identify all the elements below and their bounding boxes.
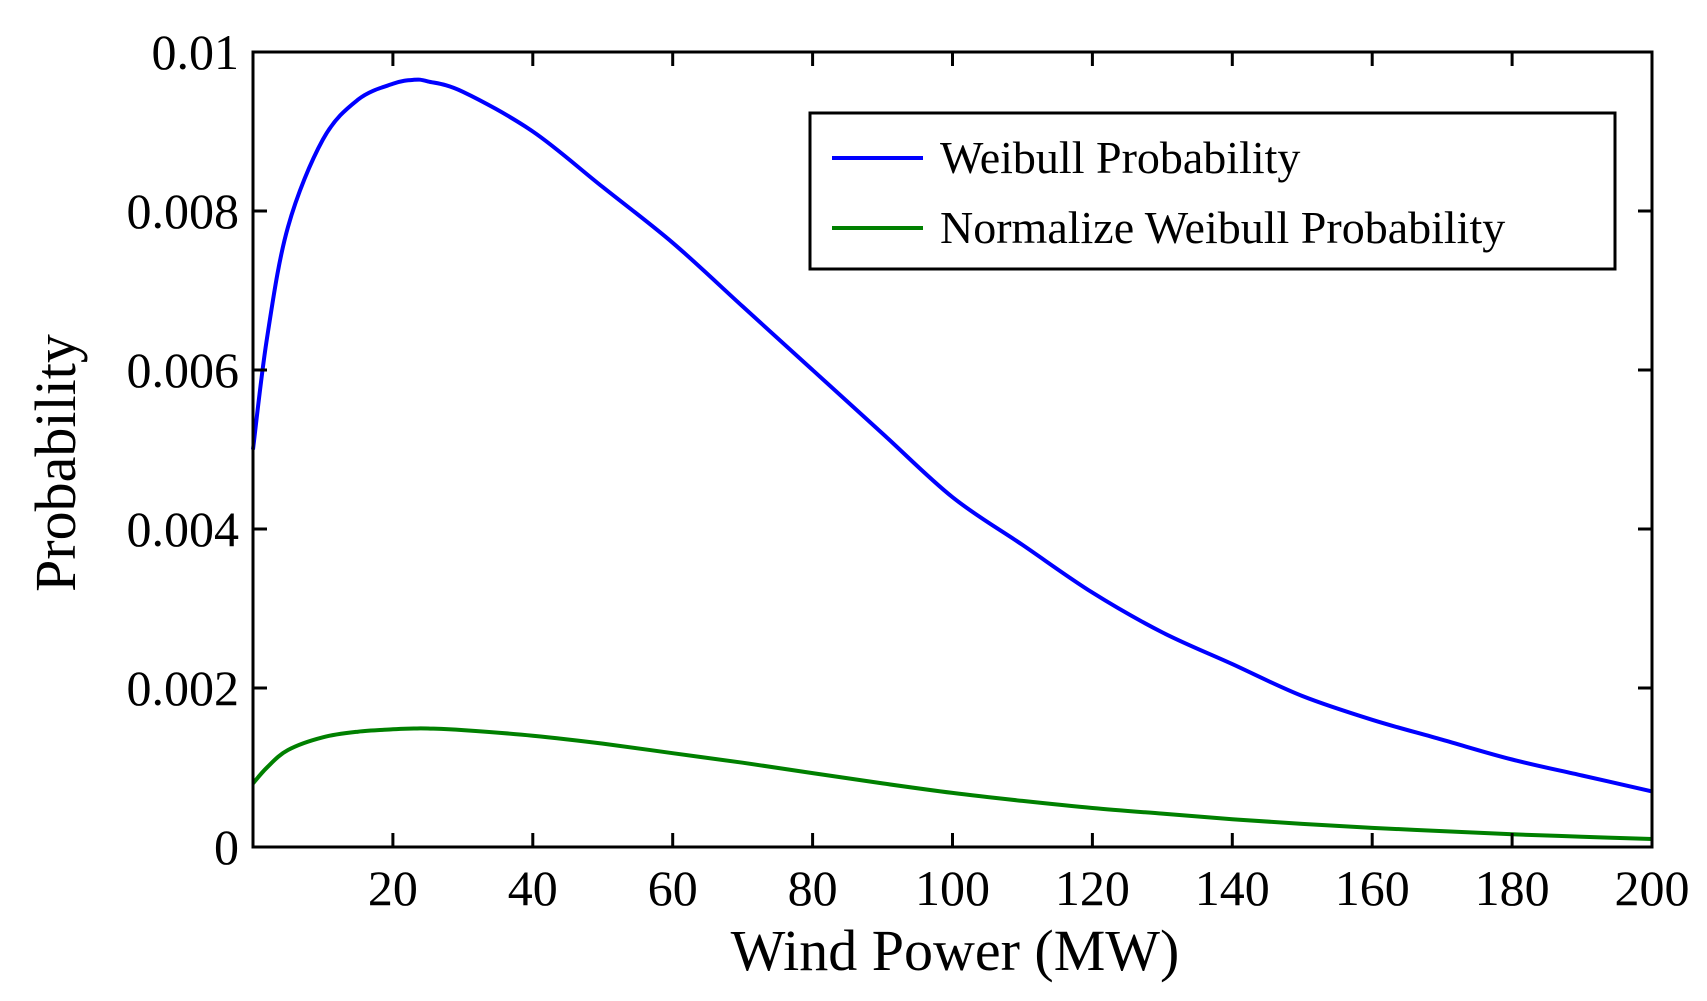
y-tick-label: 0 [214, 819, 239, 875]
y-tick-label: 0.002 [127, 660, 240, 716]
x-tick-label: 160 [1335, 860, 1410, 916]
x-tick-label: 40 [508, 860, 558, 916]
x-tick-label: 100 [915, 860, 990, 916]
x-tick-label: 120 [1055, 860, 1130, 916]
legend-label-normalized-weibull: Normalize Weibull Probability [940, 202, 1505, 253]
legend-box [808, 111, 1617, 271]
y-tick-label: 0.004 [127, 501, 240, 557]
y-tick-label: 0.006 [127, 342, 240, 398]
legend-label-weibull: Weibull Probability [940, 132, 1300, 183]
x-axis-label: Wind Power (MW) [731, 918, 1180, 983]
y-tick-labels: 0 0.002 0.004 0.006 0.008 0.01 [127, 24, 240, 875]
x-tick-label: 140 [1195, 860, 1270, 916]
series-line-0 [251, 77, 1653, 794]
x-tick-label: 80 [788, 860, 838, 916]
x-tick-label: 180 [1475, 860, 1550, 916]
series-line-1 [251, 726, 1653, 841]
x-tick-label: 20 [368, 860, 418, 916]
y-tick-label: 0.01 [152, 24, 240, 80]
x-tick-label: 60 [648, 860, 698, 916]
x-tick-label: 200 [1615, 860, 1690, 916]
plot-area-frame [251, 50, 1654, 849]
y-axis-label: Probability [23, 334, 88, 592]
x-tick-labels: 20 40 60 80 100 120 140 160 180 200 [368, 860, 1690, 916]
legend: Weibull Probability Normalize Weibull Pr… [808, 111, 1617, 271]
y-tick-label: 0.008 [127, 183, 240, 239]
plot-lines [251, 77, 1653, 841]
